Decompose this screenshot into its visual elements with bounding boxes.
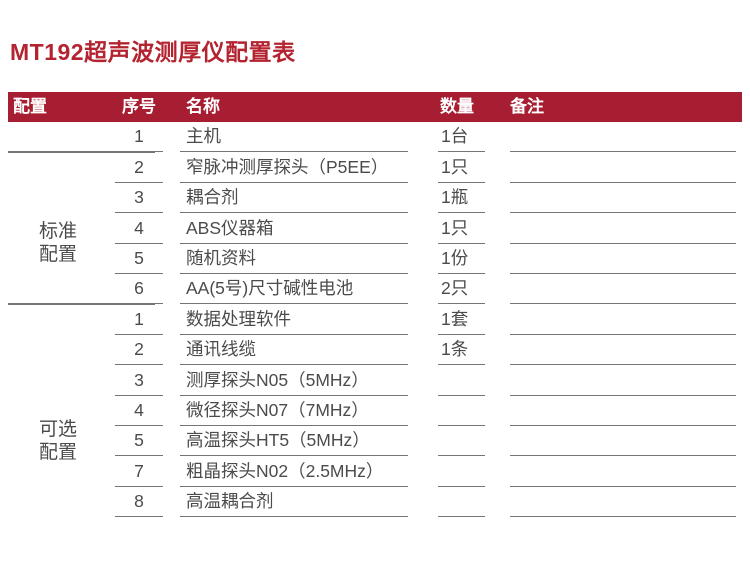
cell-note: [510, 153, 736, 183]
table-row: 8 高温耦合剂: [8, 487, 742, 518]
table-row: 2 窄脉冲测厚探头（P5EE） 1只: [8, 152, 742, 183]
cell-serial: 2: [115, 153, 163, 183]
table-row: 1 数据处理软件 1套: [8, 304, 742, 335]
cell-serial: 5: [115, 426, 163, 457]
cell-quantity: 1瓶: [438, 183, 485, 214]
table-row: 3 耦合剂 1瓶: [8, 183, 742, 214]
header-serial: 序号: [122, 97, 156, 116]
cell-note: [510, 122, 736, 153]
cell-note: [510, 305, 736, 335]
cell-name: AA(5号)尺寸碱性电池: [180, 274, 408, 305]
header-note: 备注: [510, 97, 544, 116]
table-row: 5 随机资料 1份: [8, 244, 742, 274]
cell-quantity: 1份: [438, 244, 485, 274]
config-group-label-line: 配置: [38, 441, 77, 463]
cell-quantity: 1台: [438, 122, 485, 153]
cell-quantity: 1套: [438, 305, 485, 335]
cell-note: [510, 183, 736, 214]
cell-serial: 1: [115, 305, 163, 335]
table-row: 4 ABS仪器箱 1只: [8, 213, 742, 244]
cell-name: 窄脉冲测厚探头（P5EE）: [180, 153, 408, 183]
config-group-divider: [8, 303, 155, 305]
table-row: 2 通讯线缆 1条: [8, 335, 742, 366]
config-group-label-line: 标准: [38, 221, 77, 242]
cell-quantity: 2只: [438, 274, 485, 305]
cell-name: ABS仪器箱: [180, 214, 408, 244]
cell-quantity: [438, 487, 485, 518]
cell-quantity: [438, 366, 485, 396]
cell-serial: 7: [115, 457, 163, 487]
cell-name: 高温探头HT5（5MHz）: [180, 426, 408, 457]
cell-note: [510, 457, 736, 487]
cell-serial: 3: [115, 183, 163, 214]
table-row: 5 高温探头HT5（5MHz）: [8, 426, 742, 457]
config-group-label: 可选 配置: [8, 419, 108, 464]
config-group-label-line: 配置: [38, 243, 77, 265]
cell-note: [510, 335, 736, 366]
cell-quantity: 1条: [438, 335, 485, 366]
cell-name: 粗晶探头N02（2.5MHz）: [180, 457, 408, 487]
cell-quantity: 1只: [438, 214, 485, 244]
cell-note: [510, 426, 736, 457]
cell-note: [510, 396, 736, 426]
cell-name: 随机资料: [180, 244, 408, 274]
cell-note: [510, 366, 736, 396]
cell-serial: 5: [115, 244, 163, 274]
header-config: 配置: [13, 97, 47, 116]
config-group-label: 标准 配置: [8, 221, 108, 266]
cell-name: 测厚探头N05（5MHz）: [180, 366, 408, 396]
cell-name: 微径探头N07（7MHz）: [180, 396, 408, 426]
cell-name: 数据处理软件: [180, 305, 408, 335]
cell-serial: 8: [115, 487, 163, 518]
config-group-label-line: 可选: [38, 419, 77, 440]
cell-quantity: [438, 426, 485, 457]
cell-note: [510, 244, 736, 274]
cell-name: 高温耦合剂: [180, 487, 408, 518]
table-row: 6 AA(5号)尺寸碱性电池 2只: [8, 274, 742, 305]
config-column-divider: [8, 151, 155, 153]
page-title: MT192超声波测厚仪配置表: [10, 39, 296, 65]
cell-serial: 1: [115, 122, 163, 153]
table-row: 7 粗晶探头N02（2.5MHz）: [8, 456, 742, 487]
table-row: 1 主机 1台: [8, 122, 742, 153]
cell-quantity: [438, 396, 485, 426]
cell-quantity: [438, 457, 485, 487]
cell-serial: 4: [115, 214, 163, 244]
cell-note: [510, 274, 736, 305]
header-quantity: 数量: [440, 97, 474, 116]
cell-serial: 2: [115, 335, 163, 366]
cell-serial: 4: [115, 396, 163, 426]
cell-note: [510, 214, 736, 244]
cell-quantity: 1只: [438, 153, 485, 183]
cell-name: 耦合剂: [180, 183, 408, 214]
cell-serial: 6: [115, 274, 163, 305]
cell-note: [510, 487, 736, 518]
cell-serial: 3: [115, 366, 163, 396]
header-name: 名称: [186, 97, 220, 116]
cell-name: 主机: [180, 122, 408, 153]
table-row: 3 测厚探头N05（5MHz）: [8, 365, 742, 396]
table-header-band: 配置 序号 名称 数量 备注: [8, 92, 742, 122]
table-row: 4 微径探头N07（7MHz）: [8, 396, 742, 426]
cell-name: 通讯线缆: [180, 335, 408, 366]
